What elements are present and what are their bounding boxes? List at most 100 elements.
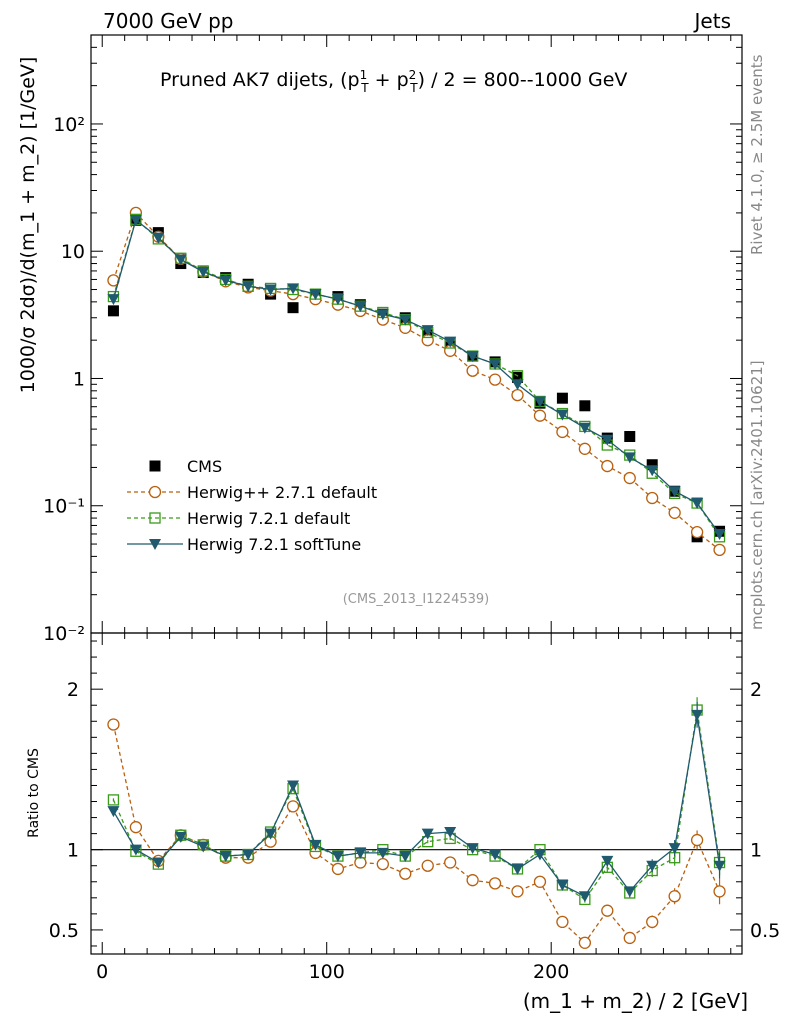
main-point-herwig-2-7-1-default	[421, 334, 434, 347]
legend-marker-cms	[149, 460, 161, 472]
main-ytick-label: 10⁻²	[43, 623, 85, 645]
header-right: Jets	[693, 9, 731, 33]
main-point-cms	[512, 371, 524, 383]
main-point-herwig-7-2-1-softtune	[264, 284, 277, 296]
main-point-herwig-2-7-1-default	[533, 409, 547, 422]
legend-marker-herwig-7-2-1-default	[149, 512, 161, 524]
legend-marker-herwig-7-2-1-softtune	[149, 539, 161, 550]
ratio-point-herwig-2-7-1-default	[466, 874, 479, 887]
ratio-point-herwig-2-7-1-default	[511, 885, 524, 898]
main-point-herwig-7-2-1-softtune	[197, 266, 210, 278]
ratio-point-herwig-7-2-1-softtune	[107, 806, 120, 818]
main-point-herwig-7-2-1-softtune	[219, 275, 232, 287]
main-point-herwig-7-2-1-softtune	[152, 232, 165, 244]
main-point-herwig-7-2-1-softtune	[129, 214, 142, 226]
main-point-herwig-7-2-1-softtune	[646, 465, 659, 477]
main-point-herwig-7-2-1-softtune	[623, 452, 636, 464]
main-point-herwig-2-7-1-default	[511, 388, 524, 402]
ratio-point-herwig-7-2-1-default	[107, 794, 120, 806]
ratio-line-herwig-2-7-1-default	[112, 724, 721, 944]
main-point-herwig-7-2-1-softtune	[601, 434, 614, 446]
ratio-point-herwig-2-7-1-default	[668, 890, 681, 903]
ratio-ytick-label-left: 1	[67, 840, 79, 862]
ratio-point-herwig-2-7-1-default	[331, 862, 345, 876]
ratio-point-herwig-7-2-1-softtune	[511, 863, 524, 875]
ratio-point-herwig-2-7-1-default	[399, 867, 412, 880]
main-point-cms	[646, 459, 658, 471]
ratio-point-herwig-7-2-1-softtune	[556, 879, 569, 891]
ratio-point-herwig-7-2-1-softtune	[354, 847, 367, 859]
main-point-herwig-7-2-1-softtune	[174, 254, 187, 266]
main-point-herwig-7-2-1-softtune	[107, 294, 120, 306]
main-point-herwig-7-2-1-softtune	[309, 289, 322, 301]
ratio-point-herwig-7-2-1-softtune	[444, 827, 457, 839]
main-line-herwig-7-2-1-softtune	[112, 218, 721, 535]
ratio-ytick-label-right: 0.5	[750, 920, 780, 942]
ratio-point-herwig-7-2-1-softtune	[533, 849, 546, 861]
main-point-herwig-7-2-1-softtune	[489, 358, 502, 370]
ratio-point-herwig-7-2-1-softtune	[264, 828, 277, 840]
ratio-point-herwig-7-2-1-softtune	[242, 849, 255, 861]
main-point-herwig-7-2-1-softtune	[578, 422, 591, 434]
main-ytick-label: 10	[61, 241, 85, 263]
main-point-herwig-2-7-1-default	[623, 471, 636, 485]
ratio-point-herwig-7-2-1-softtune	[197, 841, 210, 853]
ratio-point-herwig-7-2-1-softtune	[713, 860, 726, 872]
analysis-watermark: (CMS_2013_I1224539)	[343, 592, 490, 607]
ratio-series-herwig-2-7-1-default	[107, 718, 726, 949]
main-ylabel: 1000/σ 2dσ)/d(m_1 + m_2) [1/GeV]	[17, 57, 39, 394]
ratio-point-herwig-2-7-1-default	[444, 856, 457, 869]
ratio-xtick-label: 0	[96, 961, 108, 983]
ratio-ytick-label-left: 2	[67, 679, 79, 701]
main-series-herwig-7-2-1-softtune	[107, 214, 726, 540]
ratio-xlabel: (m_1 + m_2) / 2 [GeV]	[523, 989, 748, 1013]
ratio-point-herwig-7-2-1-softtune	[331, 851, 344, 863]
ratio-point-herwig-2-7-1-default	[601, 904, 614, 917]
chart-title: Pruned AK7 dijets, (p1 T + p2 T) / 2 = 800…	[160, 68, 627, 95]
ratio-point-herwig-7-2-1-softtune	[691, 709, 704, 721]
ratio-point-herwig-7-2-1-softtune	[623, 886, 636, 898]
main-ytick-label: 10²	[53, 114, 85, 136]
ratio-frame	[90, 632, 743, 955]
main-point-cms	[624, 430, 636, 442]
legend-label-herwig-7-2-1-softtune: Herwig 7.2.1 softTune	[187, 535, 361, 554]
ratio-point-herwig-2-7-1-default	[107, 718, 120, 731]
main-point-cms	[556, 392, 568, 404]
ratio-ytick-label-left: 0.5	[49, 920, 79, 942]
ratio-point-herwig-2-7-1-default	[690, 833, 704, 847]
legend: CMS Herwig++ 2.7.1 default Herwig 7.2.1 de…	[127, 457, 377, 554]
ratio-point-herwig-7-2-1-softtune	[421, 828, 434, 840]
main-point-herwig-7-2-1-softtune	[376, 309, 389, 321]
main-point-herwig-7-2-1-softtune	[331, 294, 344, 306]
main-point-herwig-7-2-1-softtune	[421, 325, 434, 337]
ratio-point-herwig-7-2-1-softtune	[466, 843, 479, 855]
ratio-point-herwig-2-7-1-default	[421, 859, 434, 872]
ratio-ylabel: Ratio to CMS	[26, 748, 42, 838]
main-point-herwig-7-2-1-softtune	[668, 486, 681, 498]
ratio-point-herwig-7-2-1-softtune	[219, 851, 232, 863]
main-point-cms	[287, 302, 299, 314]
main-line-herwig-7-2-1-default	[112, 218, 721, 538]
main-ytick-label: 1	[73, 368, 85, 390]
ratio-point-herwig-7-2-1-softtune	[601, 855, 614, 867]
main-point-herwig-7-2-1-softtune	[556, 409, 569, 421]
ratio-point-herwig-7-2-1-softtune	[309, 839, 322, 851]
ratio-point-herwig-2-7-1-default	[623, 931, 636, 945]
ratio-point-herwig-7-2-1-softtune	[489, 849, 502, 861]
legend-label-cms: CMS	[187, 457, 222, 476]
ratio-ytick-label-right: 1	[750, 840, 762, 862]
main-point-herwig-7-2-1-softtune	[533, 396, 546, 408]
legend-label-herwig-7-2-1-default: Herwig 7.2.1 default	[187, 509, 350, 528]
ratio-point-herwig-2-7-1-default	[376, 857, 389, 871]
ratio-point-herwig-7-2-1-softtune	[376, 847, 389, 859]
chart-title-base: Pruned AK7 dijets, (p	[160, 69, 360, 91]
main-point-herwig-7-2-1-softtune	[691, 498, 704, 510]
ratio-point-herwig-7-2-1-softtune	[578, 891, 591, 903]
ratio-point-herwig-7-2-1-softtune	[668, 843, 681, 855]
ratio-point-herwig-2-7-1-default	[578, 936, 592, 949]
main-point-herwig-7-2-1-softtune	[511, 379, 524, 391]
main-point-herwig-2-7-1-default	[646, 491, 659, 505]
ratio-point-herwig-7-2-1-softtune	[129, 844, 142, 856]
ratio-series-herwig-7-2-1-softtune	[107, 702, 726, 903]
